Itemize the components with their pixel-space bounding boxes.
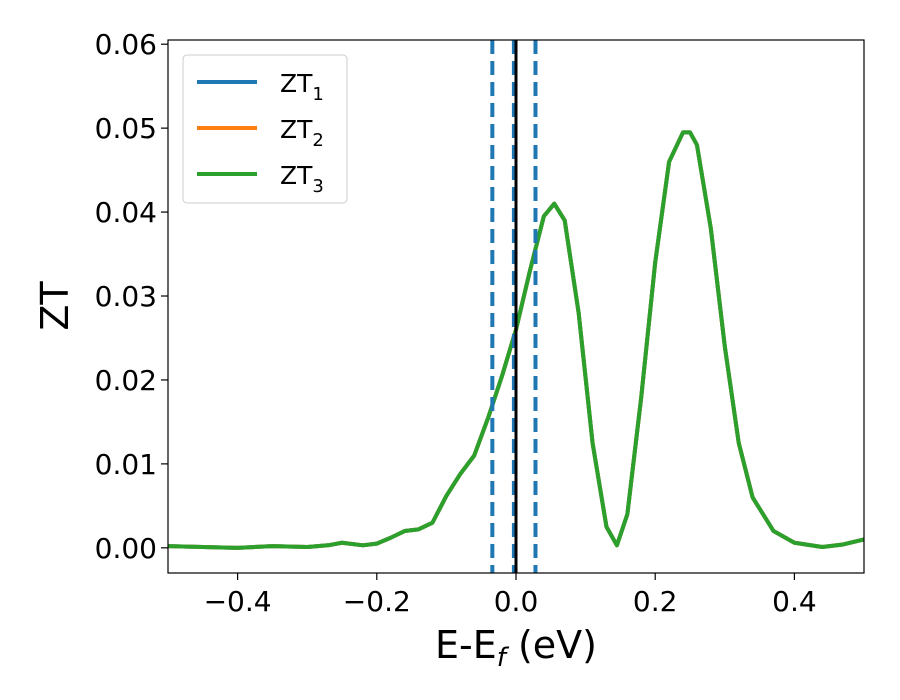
y-tick-label: 0.01 [95,448,157,481]
y-tick-label: 0.04 [95,196,157,229]
y-axis-label: ZT [33,281,77,331]
legend: ZT1 ZT2 ZT3 [182,54,348,204]
legend-entry-zt1: ZT1 [197,69,324,105]
x-axis-label: E-Ef (eV) [435,623,597,673]
y-tick-label: 0.05 [95,112,157,145]
x-tick-label: 0.0 [494,585,539,618]
y-tick-label: 0.06 [95,28,157,61]
x-tick-label: 0.4 [772,585,817,618]
x-axis-label-suffix: (eV) [506,623,597,667]
x-tick-label: −0.2 [343,585,411,618]
series-line-zt3 [168,130,864,550]
x-tick-label: 0.2 [633,585,678,618]
legend-sub-zt3: 3 [312,176,323,197]
plot-content [168,40,864,573]
legend-entry-zt3: ZT3 [197,161,324,197]
svg-text:ZT1: ZT1 [280,69,324,105]
legend-label-zt3: ZT [280,161,313,190]
legend-label-zt1: ZT [280,69,313,98]
legend-sub-zt1: 1 [312,84,323,105]
x-axis: −0.4 −0.2 0.0 0.2 0.4 [204,573,817,618]
y-tick-label: 0.02 [95,364,157,397]
legend-sub-zt2: 2 [312,130,323,151]
y-tick-label: 0.03 [95,280,157,313]
svg-text:ZT3: ZT3 [280,161,324,197]
svg-text:ZT2: ZT2 [280,115,324,151]
legend-label-zt2: ZT [280,115,313,144]
legend-entry-zt2: ZT2 [197,115,324,151]
x-axis-label-main: E-E [435,623,497,667]
y-tick-label: 0.00 [95,532,157,565]
legend-box [182,54,348,204]
x-tick-label: −0.4 [204,585,272,618]
y-axis: 0.00 0.01 0.02 0.03 0.04 0.05 0.06 [95,28,168,565]
